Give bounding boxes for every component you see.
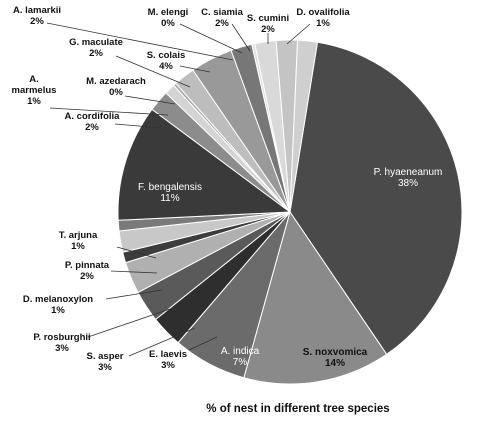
- slice-value-e-laevis: 3%: [161, 360, 175, 371]
- leader-line-d-melanoxylon: [105, 289, 163, 300]
- slice-label-d-melanoxylon: D. melanoxylon 1%: [23, 294, 93, 316]
- slice-label-s-noxvomica: S. noxvomica 14%: [303, 347, 368, 369]
- leader-line-a-cordifolia: [114, 123, 163, 129]
- leader-line-e-laevis: [188, 336, 218, 351]
- slice-label-a-lamarkii: A. lamarkii 2%: [13, 5, 61, 27]
- slice-value-m-azedarach: 0%: [109, 87, 123, 98]
- leader-line-t-arjuna: [116, 246, 157, 259]
- slice-value-s-asper: 3%: [98, 362, 112, 373]
- slice-label-a-marmelus: A. marmelus 1%: [12, 74, 57, 107]
- slice-label-a-cordifolia: A. cordifolia 2%: [65, 111, 121, 133]
- slice-label-p-hyaeneanum: P. hyaeneanum 38%: [374, 167, 443, 189]
- slice-label-m-elengi: M. elengi 0%: [148, 7, 189, 29]
- slice-value-a-lamarkii: 2%: [30, 16, 44, 27]
- slice-label-t-arjuna: T. arjuna 1%: [59, 230, 98, 252]
- leader-lines: [46, 22, 311, 357]
- slice-label-p-pinnata: P. pinnata 2%: [65, 260, 110, 282]
- slice-label-s-colais: S. colais 4%: [147, 50, 186, 72]
- slice-label-s-asper: S. asper 3%: [87, 351, 124, 373]
- slice-value-a-indica: 7%: [233, 357, 248, 368]
- leader-line-p-pinnata: [110, 270, 158, 274]
- leader-line-g-maculate: [115, 55, 191, 88]
- slice-label-c-siamia: C. siamia 2%: [201, 7, 243, 29]
- leader-line-a-marmelus: [49, 107, 169, 116]
- leader-line-p-rosburghii: [87, 307, 174, 338]
- pie-slices: [117, 39, 463, 385]
- slice-label-f-bengalensis: F. bengalensis 11%: [138, 182, 202, 204]
- slice-value-a-cordifolia: 2%: [85, 122, 99, 133]
- slice-value-s-noxvomica: 14%: [325, 358, 345, 369]
- slice-label-d-ovalifolia: D. ovalifolia 1%: [296, 7, 350, 29]
- slice-label-s-cumini: S. cumini 2%: [247, 13, 289, 35]
- slice-label-g-maculate: G. maculate 2%: [69, 37, 123, 59]
- slice-value-a-marmelus: 1%: [27, 96, 41, 107]
- leader-line-m-elengi: [179, 23, 243, 54]
- leader-line-d-ovalifolia: [286, 23, 311, 45]
- slice-value-f-bengalensis: 11%: [160, 193, 179, 204]
- slice-label-m-azedarach: M. azedarach 0%: [86, 76, 146, 98]
- slice-value-d-ovalifolia: 1%: [316, 18, 330, 29]
- chart-title: % of nest in different tree species: [206, 403, 389, 415]
- slice-value-p-hyaeneanum: 38%: [398, 178, 418, 189]
- slice-value-m-elengi: 0%: [161, 18, 175, 29]
- slice-value-s-colais: 4%: [159, 61, 173, 72]
- slice-value-d-melanoxylon: 1%: [51, 305, 65, 316]
- slice-value-s-cumini: 2%: [261, 24, 275, 35]
- slice-label-p-rosburghii: P. rosburghii 3%: [33, 332, 90, 354]
- leader-line-s-asper: [128, 327, 196, 357]
- slice-labels: P. hyaeneanum 38% S. noxvomica 14% A. indica…: [12, 5, 443, 373]
- slice-value-p-pinnata: 2%: [80, 271, 94, 282]
- slice-label-a-indica: A. indica 7%: [221, 346, 260, 368]
- pie-slice-p-hyaeneanum: [289, 41, 463, 355]
- slice-label-e-laevis: E. laevis 3%: [149, 349, 187, 371]
- leader-line-s-colais: [179, 65, 211, 73]
- slice-value-p-rosburghii: 3%: [55, 343, 69, 354]
- pie-slice-s-noxvomica: [243, 210, 388, 385]
- slice-value-g-maculate: 2%: [89, 48, 103, 59]
- pie-slice-d-ovalifolia: [289, 39, 319, 213]
- slice-value-t-arjuna: 1%: [71, 241, 85, 252]
- leader-line-m-azedarach: [124, 95, 176, 105]
- leader-line-a-lamarkii: [46, 22, 234, 61]
- leader-line-c-siamia: [231, 23, 251, 52]
- slice-value-c-siamia: 2%: [215, 18, 229, 29]
